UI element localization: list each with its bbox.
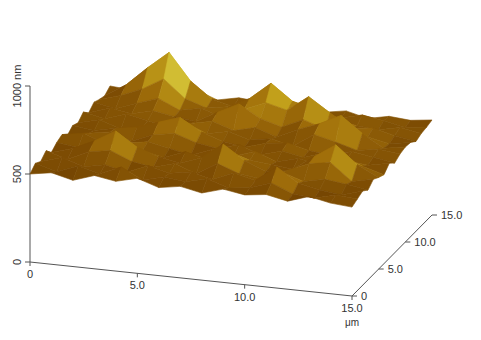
svg-text:1000 nm: 1000 nm: [11, 65, 23, 108]
svg-text:10.0: 10.0: [414, 236, 435, 248]
svg-text:0: 0: [361, 290, 367, 302]
svg-text:5.0: 5.0: [130, 279, 145, 291]
svg-text:10.0: 10.0: [234, 291, 255, 303]
svg-text:15.0: 15.0: [441, 209, 462, 221]
svg-text:500: 500: [11, 165, 23, 183]
svg-text:15.0: 15.0: [341, 302, 362, 314]
svg-text:5.0: 5.0: [388, 263, 403, 275]
svg-text:0: 0: [27, 268, 33, 280]
svg-text:0: 0: [11, 259, 23, 265]
svg-text:μm: μm: [345, 317, 359, 328]
